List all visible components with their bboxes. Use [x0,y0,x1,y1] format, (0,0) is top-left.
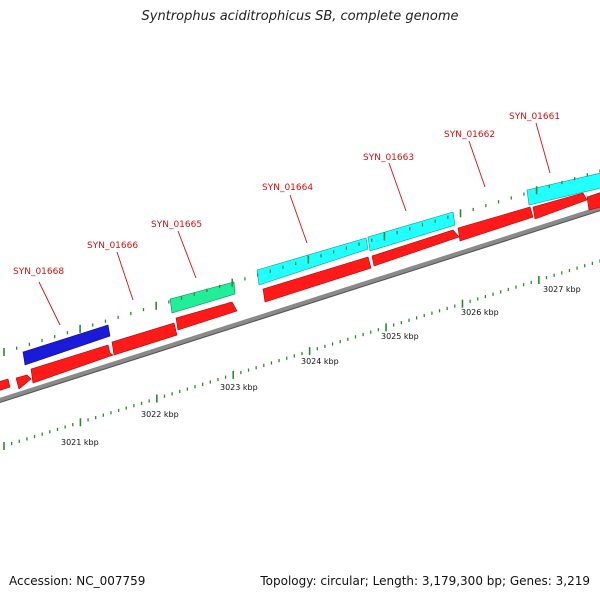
leader-syn-01661 [536,123,550,173]
cds-red-2[interactable] [16,375,31,389]
leader-syn-01666 [117,252,133,300]
scale-label-3022-kbp: 3022 kbp [141,410,179,419]
gene-label-syn-01664: SYN_01664 [262,183,313,193]
scale-tick-layer [4,169,600,450]
gene-label-syn-01665: SYN_01665 [151,220,202,230]
gene-label-syn-01661: SYN_01661 [509,112,560,122]
gene-label-syn-01666: SYN_01666 [87,241,138,251]
scale-label-3025-kbp: 3025 kbp [381,332,419,341]
genome-backbone [0,207,600,402]
cds-red-4[interactable] [112,323,177,355]
leader-syn-01663 [389,163,406,211]
cds-red-1[interactable] [0,379,10,392]
leader-syn-01665 [178,231,196,278]
topology-summary: Topology: circular; Length: 3,179,300 bp… [260,574,590,588]
genome-track-map: SYN_01668 SYN_01666 SYN_01665 SYN_01664 … [0,0,600,600]
scale-label-3024-kbp: 3024 kbp [301,357,339,366]
leader-syn-01668 [39,282,60,325]
accession-label: Accession: NC_007759 [9,574,145,588]
cds-red-10[interactable] [587,191,600,210]
leader-syn-01662 [469,141,485,187]
gene-label-syn-01662: SYN_01662 [444,130,495,140]
leader-syn-01664 [290,195,307,243]
genome-map-view: Syntrophus aciditrophicus SB, complete g… [0,0,600,600]
scale-label-3023-kbp: 3023 kbp [220,383,258,392]
gene-label-syn-01668: SYN_01668 [13,267,64,277]
scale-label-3026-kbp: 3026 kbp [461,308,499,317]
scale-label-3027-kbp: 3027 kbp [543,285,581,294]
gene-label-syn-01663: SYN_01663 [363,153,414,163]
scale-label-3021-kbp: 3021 kbp [61,438,99,447]
